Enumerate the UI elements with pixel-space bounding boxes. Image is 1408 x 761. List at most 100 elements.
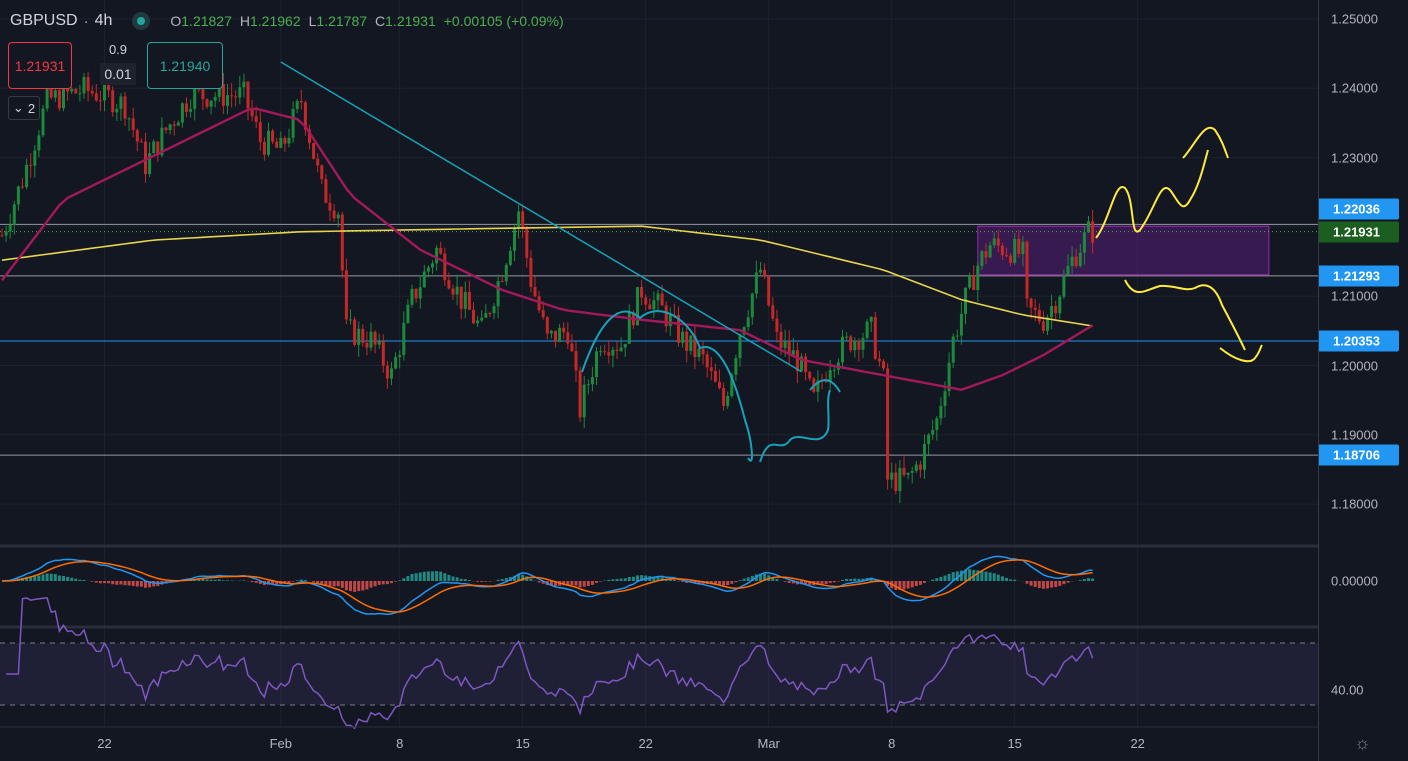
candle-body [332, 210, 336, 219]
macd-histogram-bar [902, 581, 906, 590]
candle-body [12, 204, 16, 225]
macd-histogram-bar [841, 579, 844, 581]
price-axis[interactable]: 0.00000 40.00 1.25000 1.24000 1.23000 1.210… [1318, 0, 1408, 761]
candle-body [74, 88, 78, 94]
candle-body [422, 271, 426, 288]
candle-body [931, 429, 935, 435]
buy-button[interactable]: 1.21940 [147, 42, 223, 89]
time-label: 8 [888, 736, 896, 751]
spread-value: 0.9 [108, 42, 128, 57]
macd-histogram-bar [566, 581, 570, 586]
interval[interactable]: 4h [94, 12, 113, 29]
macd-histogram-bar [791, 581, 795, 584]
macd-histogram-bar [652, 576, 656, 581]
macd-histogram-bar [390, 581, 393, 584]
macd-histogram-bar [349, 581, 352, 592]
macd-histogram-bar [582, 581, 586, 587]
candle-body [923, 444, 926, 470]
macd-histogram-bar [1091, 578, 1095, 581]
candle-body [57, 90, 61, 109]
settings-gear-icon[interactable]: ☼ [1354, 733, 1371, 753]
indicators-toggle-button[interactable]: ⌄ 2 [8, 96, 40, 120]
candle-body [959, 313, 963, 336]
candle-body [816, 380, 820, 392]
macd-histogram-bar [726, 581, 730, 586]
quantity-input[interactable]: 0.01 [100, 63, 136, 85]
macd-histogram-bar [787, 581, 791, 583]
candle-body [951, 336, 955, 363]
trendline[interactable] [280, 61, 802, 373]
macd-histogram-bar [197, 578, 201, 581]
macd-histogram-bar [410, 574, 414, 581]
macd-histogram-bar [894, 581, 898, 591]
macd-histogram-bar [861, 578, 865, 581]
candle-body [759, 269, 762, 273]
candle-body [172, 124, 176, 126]
freehand-drawings[interactable] [581, 126, 1263, 463]
candle-body [418, 287, 422, 299]
macd-histogram-bar [783, 581, 787, 582]
macd-histogram-bar [394, 581, 398, 582]
macd-histogram-bar [636, 575, 639, 581]
symbol[interactable]: GBPUSD [10, 12, 78, 29]
yellow-drawing-down[interactable] [1124, 279, 1263, 363]
candle-body [410, 288, 414, 305]
candle-body [1058, 296, 1062, 314]
candle-body [554, 330, 557, 342]
horizontal-levels[interactable] [0, 223, 1318, 456]
macd-histogram-bar [976, 570, 980, 581]
ma-slow-line [1, 225, 1093, 327]
candle-body [127, 118, 131, 120]
candle-body [426, 267, 430, 272]
candle-body [549, 330, 553, 334]
macd-histogram-bar [955, 571, 959, 581]
candle-body [242, 81, 246, 88]
macd-histogram-bar [295, 580, 299, 581]
candle-body [996, 238, 1000, 246]
candle-body [664, 305, 668, 327]
chevron-down-icon: ⌄ [12, 100, 24, 115]
candle-body [599, 351, 603, 353]
macd-histogram-bar [467, 580, 471, 581]
candle-body [94, 93, 98, 101]
macd-histogram-bar [738, 580, 742, 581]
macd-histogram-bar [435, 571, 439, 581]
candle-body [238, 87, 242, 98]
macd-histogram-bar [562, 581, 566, 586]
candle-body [287, 137, 291, 144]
candle-body [226, 95, 229, 106]
chart-canvas[interactable] [0, 0, 1318, 761]
candle-body [1066, 266, 1070, 276]
rsi-line [6, 597, 1094, 730]
yellow-drawing-up[interactable] [1095, 126, 1229, 239]
macd-histogram-bar [619, 578, 623, 581]
candle-body [459, 286, 463, 309]
open-label: O [170, 13, 182, 29]
price-tag: 1.21293 [1319, 265, 1399, 287]
candles [0, 70, 1095, 504]
sell-button[interactable]: 1.21931 [8, 42, 72, 89]
candle-body [603, 351, 607, 353]
candle-body [771, 305, 775, 319]
cyan-drawing[interactable] [581, 310, 841, 463]
macd-histogram-bar [599, 581, 603, 582]
candle-body [189, 108, 193, 112]
macd-histogram-bar [595, 581, 598, 583]
market-status-icon [132, 12, 151, 30]
candle-body [841, 336, 844, 363]
price-tick-label: 1.21000 [1331, 288, 1378, 304]
candle-body [103, 82, 106, 101]
macd-histogram-bar [1078, 580, 1082, 581]
high-value: 1.21962 [250, 13, 301, 29]
candle-body [98, 100, 102, 102]
macd-histogram-bar [205, 579, 209, 581]
macd-histogram-bar [33, 576, 37, 581]
macd-histogram-bar [291, 581, 295, 582]
candle-body [886, 368, 890, 480]
macd-histogram-bar [1033, 581, 1037, 587]
candle-body [115, 108, 119, 113]
candle-body [180, 103, 184, 123]
macd-histogram-bar [324, 581, 328, 586]
macd-histogram-bar [70, 577, 74, 581]
candle-body [308, 129, 311, 144]
